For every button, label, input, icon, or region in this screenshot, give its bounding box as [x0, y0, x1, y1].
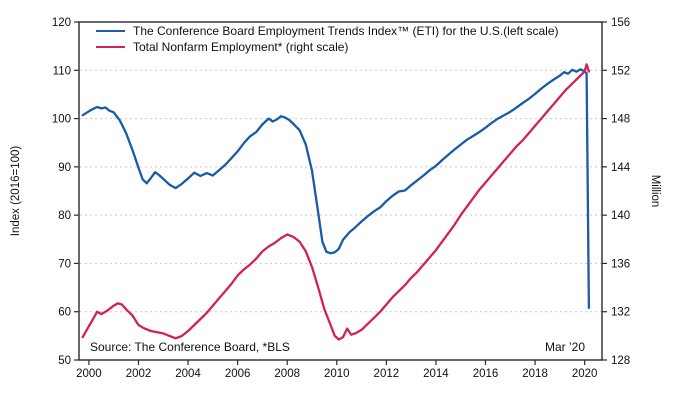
x-axis-tick-label: 2012	[374, 368, 400, 380]
x-axis-tick-label: 2020	[572, 368, 598, 380]
x-axis-tick-label: 2016	[473, 368, 499, 380]
plot-frame	[78, 21, 603, 361]
x-axis-tick-label: 2010	[324, 368, 350, 380]
x-axis-tick-label: 2004	[175, 368, 201, 380]
y-axis-right-tick-label: 132	[611, 307, 630, 319]
y-axis-left-tick-label: 80	[58, 210, 71, 222]
legend-item-eti: The Conference Board Employment Trends I…	[96, 23, 559, 39]
eti-line	[81, 68, 591, 310]
y-axis-right-tick-label: 140	[611, 210, 630, 222]
y-axis-right-tick-label: 148	[611, 114, 630, 126]
nonfarm-line-swatch	[96, 45, 125, 49]
y-axis-right-tick-label: 136	[611, 258, 630, 270]
y-axis-left-tick-label: 100	[52, 114, 71, 126]
y-axis-left-tick-label: 60	[58, 307, 71, 319]
y-axis-left-tick-label: 110	[53, 65, 71, 77]
y-axis-left-tick-label: 120	[52, 17, 71, 29]
nonfarm-employment-line	[81, 63, 591, 341]
x-axis-tick-label: 2014	[423, 368, 449, 380]
x-axis-tick-label: 2008	[274, 368, 300, 380]
eti-line-swatch	[96, 29, 125, 33]
source-note: Source: The Conference Board, *BLS	[90, 340, 290, 354]
chart-legend: The Conference Board Employment Trends I…	[96, 23, 559, 55]
y-axis-right-tick-label: 156	[611, 17, 630, 29]
y-axis-right-tick-label: 128	[611, 355, 630, 367]
legend-label-eti: The Conference Board Employment Trends I…	[133, 23, 559, 38]
y-axis-right-tick-label: 152	[611, 65, 630, 77]
y-axis-left-tick-label: 70	[58, 258, 71, 270]
legend-label-nonfarm: Total Nonfarm Employment* (right scale)	[133, 39, 349, 54]
x-axis-tick-label: 2006	[225, 368, 251, 380]
y-axis-left-tick-label: 50	[58, 355, 71, 367]
legend-item-nonfarm: Total Nonfarm Employment* (right scale)	[96, 39, 559, 55]
y-axis-right-title: Million	[649, 174, 661, 208]
y-axis-right-tick-label: 144	[611, 162, 631, 174]
endpoint-annotation: Mar ’20	[544, 340, 585, 354]
x-axis-tick-label: 2000	[76, 368, 102, 380]
y-axis-left-tick-label: 90	[58, 162, 71, 174]
y-axis-left-title: Index (2016=100)	[10, 145, 22, 237]
x-axis-tick-label: 2002	[126, 368, 152, 380]
x-axis-tick-label: 2018	[522, 368, 548, 380]
